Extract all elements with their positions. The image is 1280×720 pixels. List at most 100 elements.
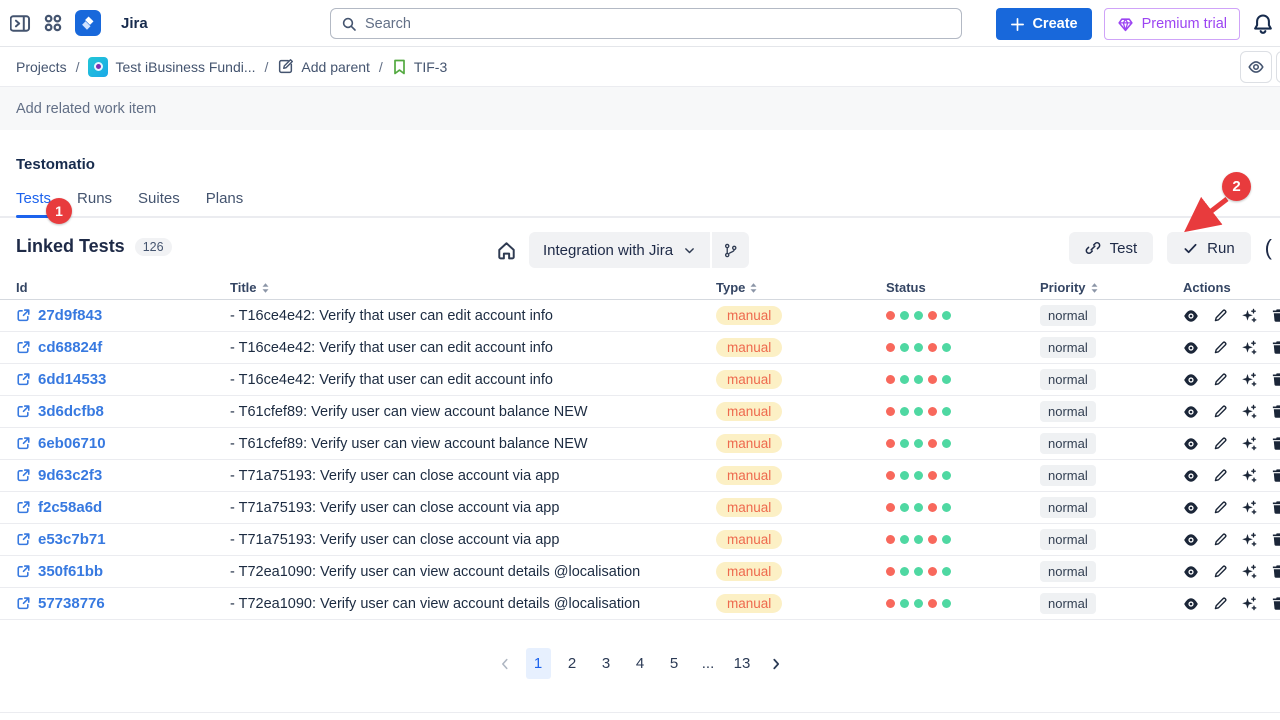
- status-dot-red: [886, 375, 895, 384]
- expand-sidebar-icon[interactable]: [10, 13, 31, 34]
- pencil-icon[interactable]: [1212, 532, 1228, 547]
- sparkles-icon[interactable]: [1241, 596, 1257, 612]
- priority-badge: normal: [1040, 497, 1096, 518]
- eye-icon[interactable]: [1183, 533, 1199, 547]
- breadcrumb-project[interactable]: Test iBusiness Fundi...: [88, 56, 256, 77]
- sparkles-icon[interactable]: [1241, 500, 1257, 516]
- test-id-link[interactable]: 9d63c2f3: [16, 467, 230, 484]
- eye-icon[interactable]: [1183, 597, 1199, 611]
- column-header[interactable]: Actions: [1183, 280, 1280, 295]
- eye-icon[interactable]: [1183, 469, 1199, 483]
- sparkles-icon[interactable]: [1241, 436, 1257, 452]
- pencil-icon[interactable]: [1212, 436, 1228, 451]
- eye-icon[interactable]: [1183, 437, 1199, 451]
- test-id-link[interactable]: 6dd14533: [16, 371, 230, 388]
- breadcrumb-add-parent[interactable]: Add parent: [277, 58, 370, 75]
- priority-badge: normal: [1040, 401, 1096, 422]
- pencil-icon[interactable]: [1212, 564, 1228, 579]
- home-icon[interactable]: [496, 240, 517, 261]
- page-button[interactable]: 4: [635, 655, 645, 672]
- page-button[interactable]: 13: [733, 655, 751, 672]
- eye-icon[interactable]: [1183, 373, 1199, 387]
- trash-icon[interactable]: [1270, 596, 1280, 611]
- previous-page-button[interactable]: [493, 648, 517, 679]
- column-header[interactable]: Type: [716, 280, 886, 295]
- jira-logo-icon[interactable]: [75, 10, 101, 36]
- eye-icon[interactable]: [1183, 405, 1199, 419]
- test-id-link[interactable]: 350f61bb: [16, 563, 230, 580]
- app-switcher-icon[interactable]: [43, 13, 63, 33]
- pencil-icon[interactable]: [1212, 404, 1228, 419]
- top-navigation-bar: Jira Search Create Premium trial: [0, 0, 1280, 47]
- page-button[interactable]: 3: [601, 655, 611, 672]
- page-button[interactable]: 1: [525, 648, 551, 679]
- next-page-button[interactable]: [764, 648, 788, 679]
- test-title: - T71a75193: Verify user can close accou…: [230, 499, 560, 516]
- pencil-icon[interactable]: [1212, 308, 1228, 323]
- run-button-label: Run: [1207, 239, 1235, 257]
- test-id-link[interactable]: 57738776: [16, 595, 230, 612]
- sparkles-icon[interactable]: [1241, 340, 1257, 356]
- column-header[interactable]: Id: [16, 280, 230, 295]
- status-dot-red: [886, 471, 895, 480]
- premium-trial-button[interactable]: Premium trial: [1103, 8, 1240, 40]
- tab-plans[interactable]: Plans: [205, 190, 244, 207]
- page-button[interactable]: 5: [669, 655, 679, 672]
- status-dots: [886, 599, 1040, 608]
- search-input[interactable]: Search: [330, 8, 962, 39]
- page-button[interactable]: ...: [701, 655, 715, 672]
- eye-icon[interactable]: [1183, 309, 1199, 323]
- run-button[interactable]: Run: [1167, 232, 1251, 264]
- status-dot-green: [914, 535, 923, 544]
- column-header[interactable]: Status: [886, 280, 1040, 295]
- sparkles-icon[interactable]: [1241, 532, 1257, 548]
- test-id-link[interactable]: 3d6dcfb8: [16, 403, 230, 420]
- watch-button[interactable]: [1240, 51, 1272, 83]
- sparkles-icon[interactable]: [1241, 308, 1257, 324]
- trash-icon[interactable]: [1270, 468, 1280, 483]
- pencil-icon[interactable]: [1212, 500, 1228, 515]
- sparkles-icon[interactable]: [1241, 404, 1257, 420]
- status-dot-green: [900, 343, 909, 352]
- trash-icon[interactable]: [1270, 404, 1280, 419]
- column-header[interactable]: Priority: [1040, 280, 1183, 295]
- trash-icon[interactable]: [1270, 436, 1280, 451]
- branch-icon-button[interactable]: [712, 232, 750, 268]
- pencil-icon[interactable]: [1212, 468, 1228, 483]
- create-button[interactable]: Create: [996, 8, 1092, 40]
- trash-icon[interactable]: [1270, 532, 1280, 547]
- tab-suites[interactable]: Suites: [138, 190, 180, 207]
- pencil-icon[interactable]: [1212, 372, 1228, 387]
- breadcrumb-projects[interactable]: Projects: [16, 59, 67, 75]
- more-button-partial[interactable]: [1276, 51, 1280, 83]
- tab-tests[interactable]: Tests: [16, 190, 52, 218]
- test-id-link[interactable]: e53c7b71: [16, 531, 230, 548]
- notifications-bell-icon[interactable]: [1252, 13, 1274, 35]
- test-id-link[interactable]: f2c58a6d: [16, 499, 230, 516]
- table-row: 350f61bb - T72ea1090: Verify user can vi…: [0, 556, 1280, 588]
- trash-icon[interactable]: [1270, 340, 1280, 355]
- page-button[interactable]: 2: [567, 655, 577, 672]
- trash-icon[interactable]: [1270, 308, 1280, 323]
- sparkles-icon[interactable]: [1241, 372, 1257, 388]
- trash-icon[interactable]: [1270, 372, 1280, 387]
- breadcrumb-issue[interactable]: TIF-3: [392, 59, 447, 75]
- add-related-work-item-area[interactable]: Add related work item: [0, 87, 1280, 130]
- branch-selector-dropdown[interactable]: Integration with Jira: [529, 232, 711, 268]
- sparkles-icon[interactable]: [1241, 468, 1257, 484]
- tab-runs[interactable]: Runs: [77, 190, 113, 207]
- eye-icon[interactable]: [1183, 565, 1199, 579]
- pencil-icon[interactable]: [1212, 596, 1228, 611]
- test-id-link[interactable]: cd68824f: [16, 339, 230, 356]
- link-test-button[interactable]: Test: [1068, 232, 1154, 264]
- pencil-icon[interactable]: [1212, 340, 1228, 355]
- sparkles-icon[interactable]: [1241, 564, 1257, 580]
- test-id-link[interactable]: 27d9f843: [16, 307, 230, 324]
- eye-icon[interactable]: [1183, 341, 1199, 355]
- test-title: - T72ea1090: Verify user can view accoun…: [230, 563, 641, 580]
- column-header[interactable]: Title: [230, 280, 716, 295]
- eye-icon[interactable]: [1183, 501, 1199, 515]
- trash-icon[interactable]: [1270, 500, 1280, 515]
- test-id-link[interactable]: 6eb06710: [16, 435, 230, 452]
- trash-icon[interactable]: [1270, 564, 1280, 579]
